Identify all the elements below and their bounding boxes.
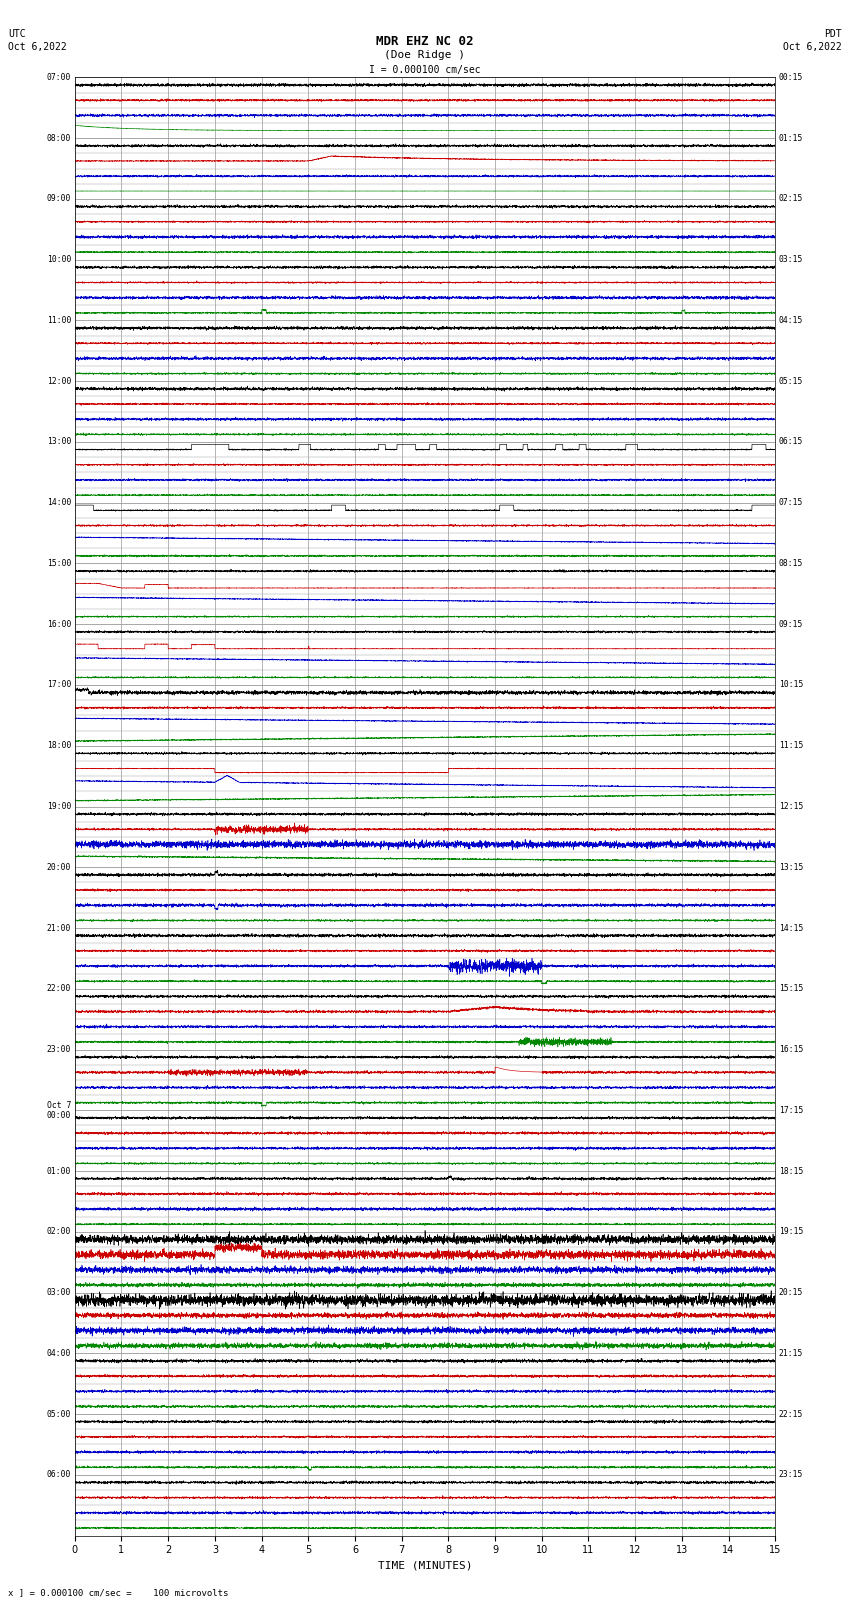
Text: x ] = 0.000100 cm/sec =    100 microvolts: x ] = 0.000100 cm/sec = 100 microvolts [8, 1587, 229, 1597]
Text: 05:15: 05:15 [779, 377, 803, 386]
Text: 04:00: 04:00 [47, 1348, 71, 1358]
Text: 04:15: 04:15 [779, 316, 803, 324]
Text: 09:15: 09:15 [779, 619, 803, 629]
Text: 18:00: 18:00 [47, 742, 71, 750]
Text: 02:00: 02:00 [47, 1227, 71, 1236]
Text: 06:00: 06:00 [47, 1471, 71, 1479]
Text: 11:15: 11:15 [779, 742, 803, 750]
Text: 23:00: 23:00 [47, 1045, 71, 1053]
Text: 05:00: 05:00 [47, 1410, 71, 1418]
Text: 07:00: 07:00 [47, 73, 71, 82]
Text: 21:15: 21:15 [779, 1348, 803, 1358]
Text: 15:00: 15:00 [47, 560, 71, 568]
Text: 20:15: 20:15 [779, 1289, 803, 1297]
Text: (Doe Ridge ): (Doe Ridge ) [384, 50, 466, 60]
Text: I = 0.000100 cm/sec: I = 0.000100 cm/sec [369, 65, 481, 74]
Text: 08:15: 08:15 [779, 560, 803, 568]
Text: 17:00: 17:00 [47, 681, 71, 689]
Text: UTC: UTC [8, 29, 26, 39]
Text: 23:15: 23:15 [779, 1471, 803, 1479]
Text: 12:00: 12:00 [47, 377, 71, 386]
Text: 07:15: 07:15 [779, 498, 803, 506]
Text: 10:00: 10:00 [47, 255, 71, 265]
Text: 01:15: 01:15 [779, 134, 803, 142]
Text: MDR EHZ NC 02: MDR EHZ NC 02 [377, 35, 473, 48]
Text: 00:15: 00:15 [779, 73, 803, 82]
Text: 16:15: 16:15 [779, 1045, 803, 1053]
Text: 18:15: 18:15 [779, 1166, 803, 1176]
Text: 08:00: 08:00 [47, 134, 71, 142]
Text: 19:15: 19:15 [779, 1227, 803, 1236]
Text: 14:00: 14:00 [47, 498, 71, 506]
Text: 03:15: 03:15 [779, 255, 803, 265]
X-axis label: TIME (MINUTES): TIME (MINUTES) [377, 1561, 473, 1571]
Text: 13:15: 13:15 [779, 863, 803, 871]
Text: 14:15: 14:15 [779, 924, 803, 932]
Text: 16:00: 16:00 [47, 619, 71, 629]
Text: 19:00: 19:00 [47, 802, 71, 811]
Text: Oct 7
00:00: Oct 7 00:00 [47, 1100, 71, 1119]
Text: 03:00: 03:00 [47, 1289, 71, 1297]
Text: 22:15: 22:15 [779, 1410, 803, 1418]
Text: 12:15: 12:15 [779, 802, 803, 811]
Text: 02:15: 02:15 [779, 195, 803, 203]
Text: 01:00: 01:00 [47, 1166, 71, 1176]
Text: 09:00: 09:00 [47, 195, 71, 203]
Text: 13:00: 13:00 [47, 437, 71, 447]
Text: 11:00: 11:00 [47, 316, 71, 324]
Text: 10:15: 10:15 [779, 681, 803, 689]
Text: 06:15: 06:15 [779, 437, 803, 447]
Text: PDT: PDT [824, 29, 842, 39]
Text: 17:15: 17:15 [779, 1107, 803, 1115]
Text: 15:15: 15:15 [779, 984, 803, 994]
Text: 21:00: 21:00 [47, 924, 71, 932]
Text: 20:00: 20:00 [47, 863, 71, 871]
Text: 22:00: 22:00 [47, 984, 71, 994]
Text: Oct 6,2022: Oct 6,2022 [8, 42, 67, 52]
Text: Oct 6,2022: Oct 6,2022 [783, 42, 842, 52]
